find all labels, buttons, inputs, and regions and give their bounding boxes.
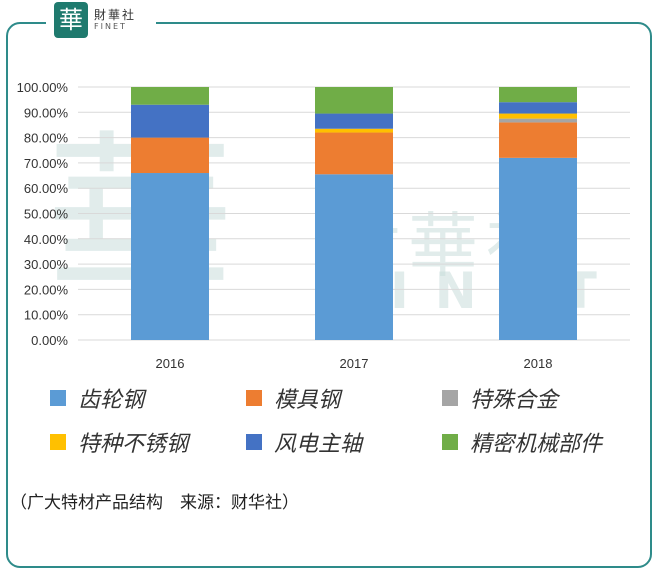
legend-label: 特殊合金 xyxy=(470,388,559,413)
legend-item: 特殊合金 xyxy=(442,382,558,414)
legend-label: 特种不锈钢 xyxy=(78,432,189,457)
x-tick-label: 2017 xyxy=(340,356,369,371)
bar-segment xyxy=(499,118,577,123)
logo: 華 財華社 FINET xyxy=(46,2,156,42)
y-tick-label: 90.00% xyxy=(24,105,69,120)
bar-segment xyxy=(131,173,209,340)
legend-swatch xyxy=(50,434,66,450)
legend-label: 模具钢 xyxy=(274,388,341,413)
y-tick-label: 10.00% xyxy=(24,308,69,323)
y-tick-label: 70.00% xyxy=(24,156,69,171)
y-tick-label: 20.00% xyxy=(24,282,69,297)
legend-label: 精密机械部件 xyxy=(470,432,603,457)
bar-segment xyxy=(315,87,393,114)
x-tick-label: 2018 xyxy=(524,356,553,371)
chart-frame xyxy=(6,22,652,568)
bar-segment xyxy=(315,128,393,133)
bar-segment xyxy=(315,113,393,129)
legend-item: 精密机械部件 xyxy=(442,426,602,458)
bar-segment xyxy=(499,157,577,340)
y-tick-label: 40.00% xyxy=(24,232,69,247)
legend-label: 风电主轴 xyxy=(274,432,363,457)
logo-name-cn: 財華社 xyxy=(94,8,137,22)
legend-item: 模具钢 xyxy=(246,382,340,414)
y-tick-label: 100.00% xyxy=(17,80,69,95)
bar-segment xyxy=(131,104,209,138)
legend-item: 特种不锈钢 xyxy=(50,426,188,458)
legend-swatch xyxy=(442,434,458,450)
legend-swatch xyxy=(246,434,262,450)
y-tick-label: 50.00% xyxy=(24,207,69,222)
logo-mark: 華 xyxy=(54,2,88,38)
x-tick-label: 2016 xyxy=(156,356,185,371)
legend-item: 风电主轴 xyxy=(246,426,362,458)
y-tick-label: 60.00% xyxy=(24,181,69,196)
y-tick-label: 80.00% xyxy=(24,131,69,146)
bar-segment xyxy=(131,137,209,174)
legend-swatch xyxy=(442,390,458,406)
bar-segment xyxy=(499,102,577,114)
legend-swatch xyxy=(246,390,262,406)
bar-segment xyxy=(131,87,209,105)
bar-segment xyxy=(499,87,577,103)
legend-item: 齿轮钢 xyxy=(50,382,144,414)
caption: （广大特材产品结构 来源：财华社） xyxy=(10,493,299,513)
legend-label: 齿轮钢 xyxy=(78,388,145,413)
bar-segment xyxy=(499,113,577,119)
bar-segment xyxy=(315,174,393,340)
stacked-bar-chart: 0.00% 10.00% 20.00% 30.00% 40.00% 50.00% 60.00… xyxy=(17,80,630,371)
y-tick-label: 0.00% xyxy=(31,333,68,348)
legend-swatch xyxy=(50,390,66,406)
bar-segment xyxy=(315,132,393,175)
bar-segment xyxy=(499,122,577,158)
logo-name-en: FINET xyxy=(94,22,127,31)
y-tick-label: 30.00% xyxy=(24,257,69,272)
